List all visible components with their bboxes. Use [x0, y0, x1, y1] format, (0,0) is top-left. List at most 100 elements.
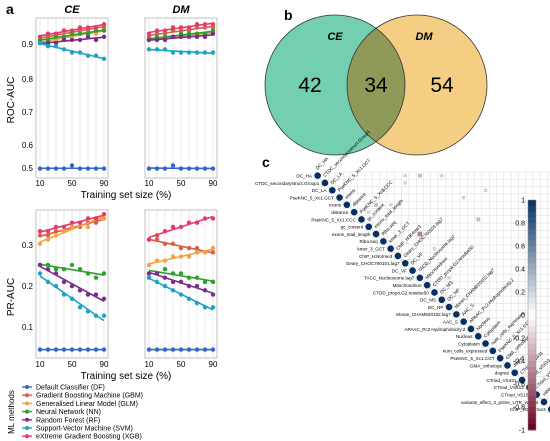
data-point [162, 267, 168, 272]
heatmap-cell [452, 208, 461, 217]
heatmap-cell [459, 281, 468, 290]
heatmap-cell [547, 325, 550, 333]
data-point [202, 250, 208, 255]
series-extreme-gradient-boosting-xgb- [37, 212, 107, 234]
heatmap-cell [489, 193, 497, 202]
heatmap-cell [496, 252, 505, 260]
data-point [69, 163, 75, 168]
colorbar-segment [528, 257, 536, 264]
data-point [202, 22, 208, 27]
heatmap-cell [547, 398, 550, 406]
data-point [37, 262, 43, 268]
heatmap-cell [408, 171, 417, 180]
data-point [45, 267, 51, 272]
heatmap-cell [547, 179, 550, 187]
heatmap-cell [379, 171, 388, 180]
data-point [178, 50, 184, 55]
colorbar-segment [528, 286, 536, 293]
heatmap-cell [547, 230, 550, 238]
diagonal-marker [387, 245, 394, 252]
heatmap-cell [481, 222, 490, 231]
data-point [210, 28, 216, 33]
venn-label-ce: CE [327, 31, 343, 43]
data-point [61, 34, 67, 40]
data-point [186, 50, 192, 55]
data-point [194, 34, 200, 40]
data-point [186, 275, 192, 280]
heatmap-cell [423, 244, 432, 253]
data-point [45, 228, 51, 234]
data-point [45, 279, 51, 285]
heatmap-cell [474, 193, 483, 202]
data-point [77, 50, 83, 55]
data-point [162, 166, 168, 171]
heatmap-cell [364, 179, 373, 187]
heatmap-cell [430, 193, 439, 202]
data-point [186, 220, 192, 225]
heatmap-cell [532, 179, 541, 187]
series-support-vector-machine-svm- [37, 271, 107, 322]
heatmap-cell [489, 222, 497, 231]
heatmap-cell [518, 252, 526, 260]
data-point [101, 22, 107, 27]
data-point [170, 34, 176, 40]
data-point [77, 31, 83, 36]
heatmap-cell [489, 259, 497, 268]
correlation-marker [440, 173, 444, 178]
data-point [178, 25, 184, 30]
facet-ce-roc-auc [35, 17, 109, 179]
heatmap-cell [496, 266, 505, 275]
data-point [210, 25, 216, 30]
row-label: PseKNC_5_Xc1.GCT [290, 195, 334, 200]
colorbar-segment [528, 332, 536, 339]
row-label: ChIP_H3K4me3 [359, 254, 393, 259]
data-point [210, 347, 216, 352]
colorbar-segment [528, 217, 536, 224]
data-point [61, 37, 67, 43]
heatmap-cell [452, 215, 461, 224]
diagonal-marker [416, 274, 424, 282]
heatmap-cell [496, 179, 505, 187]
heatmap-cell [518, 171, 526, 180]
data-point [61, 47, 67, 52]
data-point [194, 347, 200, 352]
colorbar-segment [528, 372, 536, 379]
heatmap-cell [503, 295, 512, 304]
data-point [162, 37, 168, 43]
heatmap-cell [481, 244, 490, 253]
trend-line [39, 215, 105, 243]
heatmap-cell [430, 186, 439, 195]
row-label: APAAC_Pc2.Hydrophobicity.2 [404, 327, 465, 332]
heatmap-cell [540, 208, 548, 217]
heatmap-cell [430, 171, 439, 180]
heatmap-cell [540, 179, 548, 187]
row-label: DC_LA [312, 188, 328, 193]
heatmap-cell [481, 237, 490, 246]
heatmap-cell [547, 281, 550, 290]
data-point [37, 40, 43, 46]
heatmap-cell [525, 179, 534, 187]
roc-y-tick: 0.8 [22, 75, 34, 84]
data-point [53, 347, 59, 352]
data-point [146, 275, 152, 280]
correlation-marker [388, 203, 393, 207]
data-point [85, 216, 91, 221]
heatmap-cell [437, 179, 446, 187]
data-point [45, 166, 51, 171]
facet-title-dm: DM [172, 4, 190, 16]
colorbar-segment [528, 389, 536, 396]
colorbar-segment [528, 326, 536, 333]
data-point [178, 279, 184, 285]
data-point [45, 40, 51, 46]
data-point [162, 241, 168, 247]
correlation-marker [432, 246, 437, 251]
data-point [53, 40, 59, 46]
data-point [194, 220, 200, 225]
legend-item: Random Forest (RF) [22, 417, 100, 424]
heatmap-cell [547, 383, 550, 392]
x-tick: 10 [36, 179, 45, 188]
data-point [210, 50, 216, 55]
heatmap-cell [474, 266, 483, 275]
colorbar-segment [528, 338, 536, 345]
data-point [162, 275, 168, 280]
